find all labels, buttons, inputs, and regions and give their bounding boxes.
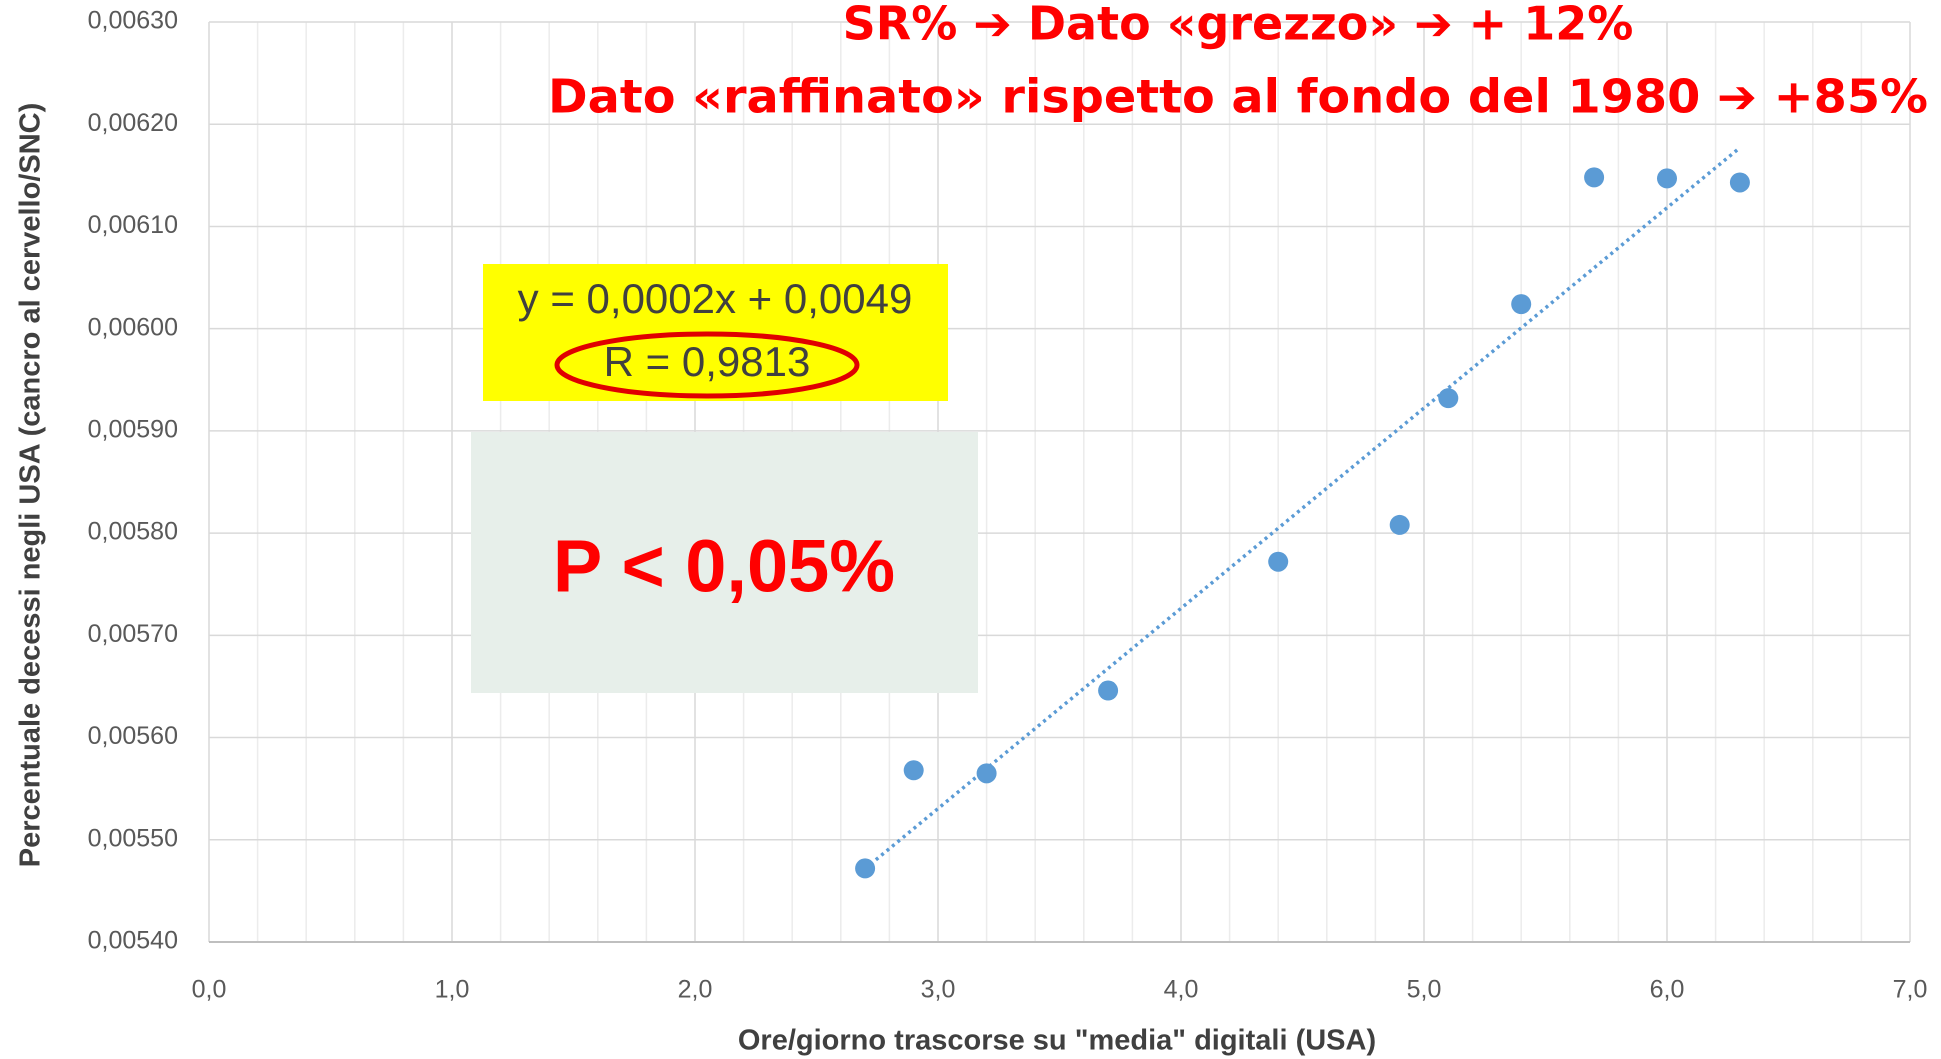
x-axis-title: Ore/giorno trascorse su "media" digitali… [738,1025,1376,1057]
x-tick-label: 2,0 [678,976,713,1004]
trendline [863,146,1742,871]
x-tick-label: 1,0 [435,976,470,1004]
data-point [1729,172,1750,193]
x-tick-label: 6,0 [1650,976,1685,1004]
y-tick-label: 0,00550 [88,824,178,852]
p-value: P < 0,05% [553,525,895,608]
y-tick-label: 0,00590 [88,415,178,443]
y-tick-label: 0,00570 [88,620,178,648]
y-tick-label: 0,00600 [88,313,178,341]
y-tick-label: 0,00540 [88,927,178,955]
data-point [1098,680,1119,701]
y-tick-label: 0,00620 [88,109,178,137]
data-point [1389,514,1410,535]
x-tick-label: 0,0 [192,976,227,1004]
equation: y = 0,0002x + 0,0049 [518,275,913,322]
y-tick-label: 0,00610 [88,211,178,239]
chart-title: SR% ➔ Dato «grezzo» ➔ + 12% [843,0,1634,51]
data-point [976,763,997,784]
y-tick-label: 0,00630 [88,7,178,35]
y-tick-label: 0,00560 [88,722,178,750]
data-point [1584,167,1605,188]
data-point [1438,388,1459,409]
r-highlight [554,331,860,399]
chart-subtitle: Dato «raffinato» rispetto al fondo del 1… [548,70,1928,124]
x-tick-label: 3,0 [921,976,956,1004]
data-point [855,858,876,879]
data-point [1657,168,1677,189]
y-tick-label: 0,00580 [88,518,178,546]
data-point [903,760,924,781]
data-point [1511,294,1532,315]
y-axis-title: Percentuale decessi negli USA (cancro al… [15,103,47,868]
x-tick-label: 4,0 [1164,976,1199,1004]
p-value-box [471,432,978,693]
r-value: R = 0,9813 [604,338,811,385]
x-tick-label: 7,0 [1893,976,1928,1004]
data-point [1268,551,1289,572]
x-tick-label: 5,0 [1407,976,1442,1004]
